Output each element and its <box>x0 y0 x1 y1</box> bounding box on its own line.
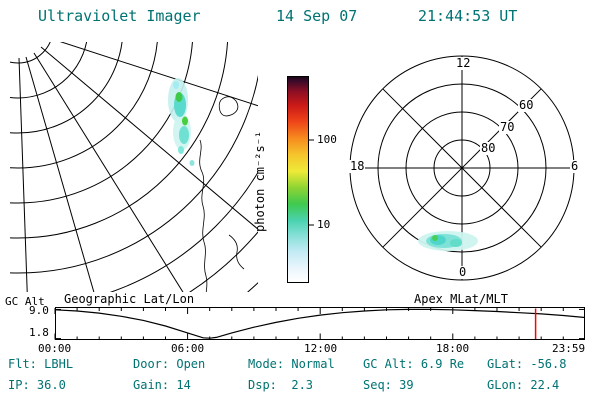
status-label: Door: <box>133 357 170 371</box>
geo-coastlines <box>199 96 245 292</box>
status-value: 6.9 Re <box>420 357 465 371</box>
colorbar-ticks <box>309 139 314 226</box>
polar-aurora-patch <box>418 231 478 251</box>
status-value: 2.3 <box>291 378 314 392</box>
colorbar-units-label: photon cm⁻²s⁻¹ <box>253 130 267 232</box>
strip-y-axis-label: GC Alt <box>5 295 45 308</box>
strip-chart-ticks <box>54 308 584 340</box>
status-value: 22.4 <box>530 378 560 392</box>
status-field-dsp: Dsp: 2.3 <box>248 378 314 392</box>
strip-ytick-bottom: 1.8 <box>29 326 49 339</box>
status-label: Seq: <box>363 378 392 392</box>
strip-xtick-0000: 00:00 <box>38 342 72 355</box>
strip-xtick-0600: 06:00 <box>171 342 205 355</box>
status-label: Gain: <box>133 378 170 392</box>
status-label: Mode: <box>248 357 285 371</box>
status-field-door: Door: Open <box>133 357 206 371</box>
polar-panel-title: Apex MLat/MLT <box>414 292 508 306</box>
status-value: LBHL <box>44 357 74 371</box>
mlt-label-18: 18 <box>349 159 366 174</box>
strip-xtick-1800: 18:00 <box>436 342 470 355</box>
geo-grid <box>10 42 258 292</box>
status-label: Dsp: <box>248 378 277 392</box>
mlt-label-0: 0 <box>458 265 468 280</box>
mlt-label-6: 6 <box>570 159 580 174</box>
status-label: GLat: <box>487 357 524 371</box>
status-value: -56.8 <box>530 357 567 371</box>
intensity-colorbar <box>287 76 309 283</box>
status-field-gcalt: GC Alt: 6.9 Re <box>363 357 465 371</box>
time-label: 21:44:53 UT <box>418 7 518 25</box>
status-field-glat: GLat: -56.8 <box>487 357 567 371</box>
mlat-label-80: 80 <box>480 141 497 156</box>
status-field-ip: IP: 36.0 <box>8 378 66 392</box>
status-label: IP: <box>8 378 30 392</box>
date-label: 14 Sep 07 <box>276 7 358 25</box>
status-value: Open <box>176 357 206 371</box>
geo-aurora-patch <box>168 78 195 166</box>
geo-panel-title: Geographic Lat/Lon <box>64 292 195 306</box>
status-field-gain: Gain: 14 <box>133 378 191 392</box>
status-field-flt: Flt: LBHL <box>8 357 74 371</box>
mlat-label-70: 70 <box>499 120 516 135</box>
status-value: 39 <box>399 378 414 392</box>
strip-xtick-1200: 12:00 <box>304 342 338 355</box>
status-field-mode: Mode: Normal <box>248 357 335 371</box>
gc-alt-curve <box>54 308 585 339</box>
polar-grid <box>349 55 575 281</box>
status-label: GLon: <box>487 378 524 392</box>
status-label: GC Alt: <box>363 357 414 371</box>
strip-ytick-top: 9.0 <box>29 304 49 317</box>
status-value: Normal <box>291 357 335 371</box>
colorbar-tick-10: 10 <box>317 218 331 231</box>
status-value: 36.0 <box>36 378 66 392</box>
mlat-label-60: 60 <box>518 98 535 113</box>
status-value: 14 <box>176 378 191 392</box>
strip-xtick-2359: 23:59 <box>552 342 586 355</box>
status-field-glon: GLon: 22.4 <box>487 378 560 392</box>
status-label: Flt: <box>8 357 37 371</box>
status-field-seq: Seq: 39 <box>363 378 414 392</box>
mlt-label-12: 12 <box>455 56 472 71</box>
colorbar-tick-100: 100 <box>317 133 337 146</box>
app-title: Ultraviolet Imager <box>38 7 201 25</box>
